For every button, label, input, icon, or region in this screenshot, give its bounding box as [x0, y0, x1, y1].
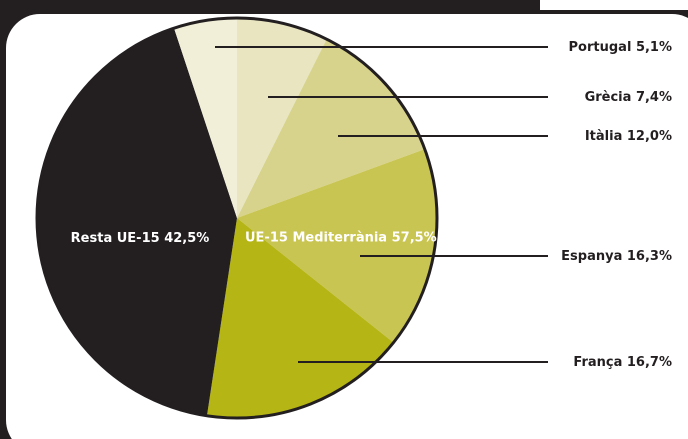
category-label: Resta UE-15 [71, 231, 160, 246]
slice-label: Itàlia 12,0% [585, 129, 672, 144]
value-label: 16,3% [627, 249, 672, 264]
pie-outline [35, 16, 439, 420]
annotation: UE-15 Mediterrània 57,5% [245, 231, 437, 246]
category-label: Espanya [561, 249, 622, 264]
value-label: 12,0% [627, 129, 672, 144]
category-label: Itàlia [585, 129, 623, 144]
slice-label: Portugal 5,1% [569, 40, 672, 55]
slice-label: França 16,7% [573, 355, 672, 370]
slice-label: Espanya 16,3% [561, 249, 672, 264]
category-label: França [573, 355, 622, 370]
value-label: 42,5% [164, 231, 209, 246]
pie-slice [37, 28, 238, 416]
pie-slice [237, 18, 327, 218]
pie-slice [237, 149, 438, 343]
slice-label: Grècia 7,4% [585, 90, 672, 105]
value-label: 5,1% [636, 40, 672, 55]
category-label: Grècia [585, 90, 632, 105]
pie-slice [237, 39, 425, 218]
pie-slice [206, 218, 394, 418]
value-label: 16,7% [627, 355, 672, 370]
value-label: 7,4% [636, 90, 672, 105]
pie [37, 18, 438, 418]
pie-slice [174, 18, 237, 218]
top-strip [540, 0, 688, 10]
category-label: Portugal [569, 40, 632, 55]
slice-label: Resta UE-15 42,5% [71, 231, 210, 246]
labels: Grècia 7,4% Itàlia 12,0% Espanya 16,3% Fran… [71, 40, 672, 370]
